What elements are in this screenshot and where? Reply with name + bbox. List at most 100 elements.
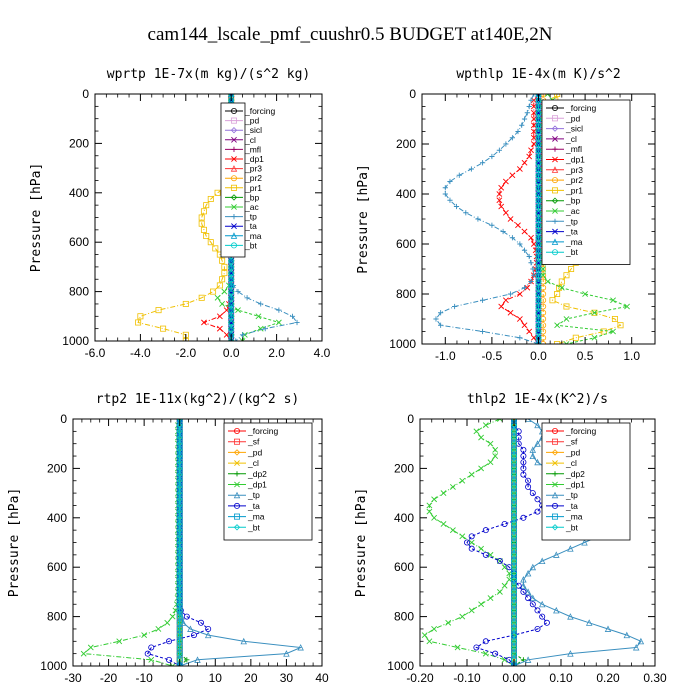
legend-marker [233,449,241,456]
x-tick-label: -2.0 [175,346,196,360]
data-point [445,619,452,626]
data-point [447,178,453,185]
data-point [442,185,448,191]
legend-box [220,102,246,258]
legend-label: _cl [247,458,259,468]
data-point [510,477,518,484]
data-point [228,270,235,277]
data-point [155,307,162,314]
panel-title: wprtp 1E-7x(m kg)/(s^2 kg) [107,67,311,82]
data-point [591,309,598,316]
legend-label: _tp [565,216,578,226]
data-point [515,128,521,135]
legend-marker [552,105,559,112]
data-point [205,625,212,632]
data-point [535,147,542,154]
legend-marker [552,135,558,142]
legend-marker [233,491,241,499]
data-point [528,234,534,241]
data-point [433,316,439,322]
legend-marker [552,187,559,194]
data-point [510,588,518,596]
x-tick-label: 4.0 [314,346,331,360]
x-tick-label: -0.10 [453,671,481,685]
data-point [228,288,235,295]
y-tick-label: 400 [394,511,414,525]
data-point [210,288,217,295]
y-tick-label: 800 [396,287,416,301]
legend-marker [551,238,559,245]
legend-label: _ma [244,231,262,241]
data-point [194,656,201,663]
data-point [529,594,537,602]
legend-label: _dp2 [247,469,267,479]
data-point [454,644,461,651]
y-tick-label: 800 [394,610,414,624]
data-point [535,240,542,247]
data-point [544,278,551,285]
data-point [528,278,534,285]
legend-label: _mfl [565,144,582,154]
data-point [255,313,262,320]
data-point [510,533,518,540]
data-point [534,496,541,503]
data-point [492,650,499,657]
legend-marker [230,127,238,134]
y-tick-label: 0 [60,412,67,426]
x-tick-label: 30 [280,671,294,685]
data-point [510,440,518,447]
data-point [526,328,533,335]
panel-title: rtp2 1E-11x(kg^2)/(kg^2 s) [96,392,300,407]
data-point [510,489,518,497]
data-point [525,477,532,484]
data-point [228,300,235,307]
data-point [610,328,616,335]
data-point [520,576,527,583]
legend-label: _ma [565,512,583,522]
data-point [572,334,579,341]
data-point [510,539,518,546]
data-point [478,434,485,441]
data-point [558,278,565,285]
series-line-tp [513,419,642,666]
data-point [521,247,528,253]
data-point [438,322,444,328]
legend-marker [551,125,559,132]
data-point [510,662,518,666]
x-tick-label: -30 [64,671,82,685]
data-point [176,465,183,472]
x-tick-label: 0.30 [643,671,667,685]
data-point [176,619,183,626]
legend-label: _sf [247,437,260,447]
legend-label: _ta [565,227,578,237]
data-point [510,446,518,454]
data-point [198,220,205,227]
data-point [187,625,194,632]
y-tick-label: 0 [409,87,416,101]
data-point [176,477,183,484]
data-point [510,564,518,571]
data-point [176,533,183,540]
data-point [617,322,624,329]
data-point [510,545,518,552]
data-point [478,545,485,552]
data-point [535,234,542,241]
data-point [431,496,438,503]
data-point [624,303,630,310]
data-point [200,208,207,215]
legend-marker [230,232,238,239]
x-tick-label: -4.0 [130,346,151,360]
data-point [135,319,142,326]
legend-label: _pr2 [565,175,583,185]
data-point [510,526,518,534]
data-point [510,514,518,521]
data-point [535,197,542,204]
y-tick-label: 600 [394,560,414,574]
data-point [144,650,151,657]
data-point [535,172,542,179]
series-line-dp1 [82,419,181,666]
data-point [468,607,475,614]
data-point [535,309,542,316]
legend-marker [233,502,240,509]
